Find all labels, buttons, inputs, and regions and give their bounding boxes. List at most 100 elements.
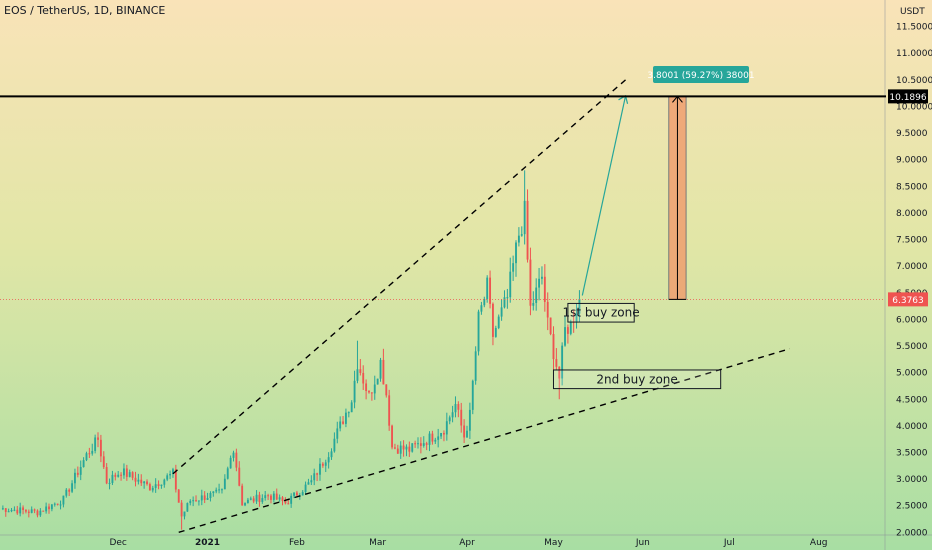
candle-body (362, 372, 365, 384)
candle-body (241, 485, 244, 506)
candle-body (319, 463, 321, 475)
candle-body (471, 380, 474, 410)
candle-body (492, 303, 494, 337)
candle-body (483, 298, 486, 306)
resistance-price-tag (888, 89, 928, 104)
candle-body (526, 200, 529, 260)
candle-body (177, 489, 180, 503)
candle-body (246, 499, 249, 504)
candle-body (376, 378, 379, 385)
candle-body (275, 493, 278, 500)
candle-body (50, 504, 53, 510)
candle-body (388, 395, 391, 426)
candle-body (221, 489, 223, 491)
candle-body (102, 456, 105, 468)
candle-body (97, 437, 99, 440)
candle-body (422, 443, 425, 446)
candle-body (379, 359, 382, 379)
candle-body (368, 391, 370, 393)
candle-body (45, 506, 48, 512)
candle-body (272, 493, 275, 500)
candle-body (356, 369, 359, 381)
candle-body (252, 498, 255, 502)
candle-body (405, 446, 408, 450)
candle-body (310, 480, 313, 483)
candle-body (62, 495, 65, 505)
candle-body (7, 511, 10, 513)
candle-body (290, 495, 293, 504)
currency-label: USDT (900, 7, 925, 17)
candle-body (30, 509, 33, 513)
buy-zone-label: 1st buy zone (562, 306, 639, 320)
candle-body (396, 448, 399, 454)
candle-body (195, 500, 197, 502)
candle-body (238, 467, 241, 486)
candle-body (324, 462, 327, 466)
x-tick-label: Aug (810, 538, 828, 548)
candle-body (425, 443, 428, 445)
candle-body (148, 484, 151, 491)
candle-body (244, 503, 246, 506)
candle-body (284, 501, 287, 504)
candle-body (131, 472, 134, 478)
candle-body (391, 425, 393, 448)
candle-body (494, 327, 497, 337)
measure-tag-label: 3.8001 (59.27%) 38001 (647, 71, 754, 81)
trendline-dashed (172, 79, 627, 475)
candle-body (419, 443, 422, 446)
candle-body (123, 468, 125, 476)
candle-body (414, 443, 417, 445)
candle-body (25, 509, 27, 512)
candle-body (468, 409, 471, 431)
candle-body (344, 412, 347, 424)
y-tick-label: 10.0000 (896, 102, 932, 112)
candle-body (56, 503, 59, 505)
candle-body (42, 510, 45, 512)
candle-body (558, 366, 561, 379)
x-tick-label: 2021 (195, 538, 220, 548)
candle-body (85, 453, 88, 461)
candle-body (53, 503, 56, 505)
candle-body (313, 473, 316, 481)
candle-body (566, 327, 569, 334)
candle-body (140, 479, 143, 484)
candle-body (223, 478, 226, 490)
candle-body (304, 484, 307, 492)
candle-body (486, 277, 489, 299)
candle-body (382, 359, 385, 385)
y-tick-label: 8.5000 (896, 182, 928, 192)
chart-title: EOS / TetherUS, 1D, BINANCE (4, 4, 166, 17)
candle-body (564, 327, 566, 346)
candle-body (189, 500, 192, 504)
y-tick-label: 10.5000 (896, 76, 932, 86)
buy-zone-box (567, 302, 635, 323)
candle-body (4, 508, 7, 512)
candle-body (200, 495, 203, 501)
candle-body (174, 469, 177, 490)
candle-body (157, 484, 160, 486)
candle-body (143, 481, 146, 484)
candle-body (517, 235, 520, 243)
candle-body (192, 500, 195, 502)
candle-body (154, 484, 157, 488)
candle-body (523, 200, 526, 235)
current-price-tag (888, 292, 928, 307)
candle-body (16, 509, 19, 514)
x-tick-label: Mar (369, 538, 386, 548)
candle-body (33, 509, 36, 511)
candle-body (151, 487, 154, 491)
candle-body (500, 307, 503, 317)
candle-body (434, 439, 437, 442)
candle-body (59, 504, 62, 506)
candle-body (79, 467, 82, 475)
candle-body (134, 477, 137, 482)
buy-zone-box (552, 369, 722, 390)
candle-body (258, 494, 261, 502)
candle-body (321, 463, 324, 466)
y-tick-label: 9.5000 (896, 129, 928, 139)
candle-body (76, 472, 79, 475)
candle-body (249, 498, 252, 500)
candle-body (65, 489, 68, 496)
